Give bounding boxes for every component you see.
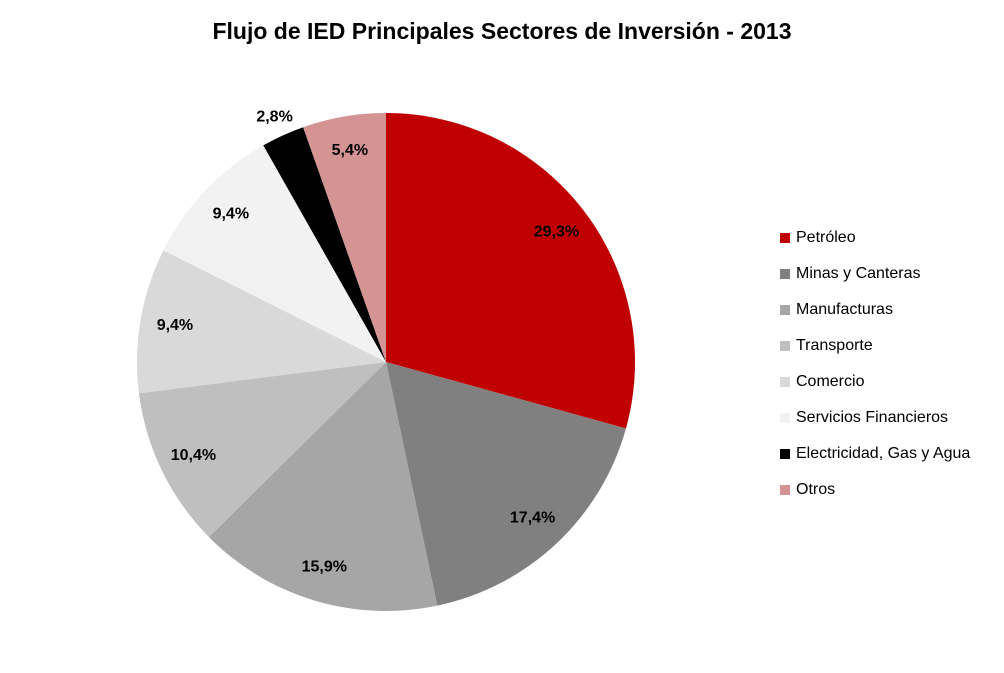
- legend-label: Servicios Financieros: [796, 409, 948, 426]
- legend-label: Transporte: [796, 337, 873, 354]
- value-label: 15,9%: [302, 558, 347, 575]
- legend-label: Otros: [796, 481, 835, 498]
- value-label: 5,4%: [332, 142, 368, 159]
- pie-slice: [386, 362, 626, 606]
- legend-swatch: [780, 233, 790, 243]
- legend-label: Petróleo: [796, 229, 856, 246]
- legend-label: Minas y Canteras: [796, 265, 921, 282]
- legend-label: Electricidad, Gas y Agua: [796, 445, 970, 462]
- legend-swatch: [780, 449, 790, 459]
- legend-swatch: [780, 377, 790, 387]
- pie-slice: [138, 362, 386, 537]
- legend-label: Comercio: [796, 373, 865, 390]
- chart-title: Flujo de IED Principales Sectores de Inv…: [212, 18, 791, 44]
- pie-slice: [137, 250, 386, 394]
- pie-slice: [208, 362, 438, 611]
- value-label: 17,4%: [510, 509, 555, 526]
- legend-swatch: [780, 413, 790, 423]
- legend-swatch: [780, 305, 790, 315]
- value-label: 10,4%: [171, 447, 216, 464]
- value-label: 29,3%: [534, 224, 579, 241]
- value-label: 9,4%: [213, 206, 249, 223]
- legend-swatch: [780, 269, 790, 279]
- pie-slice: [303, 113, 386, 362]
- legend-label: Manufacturas: [796, 301, 893, 318]
- value-label: 2,8%: [256, 108, 292, 125]
- legend-swatch: [780, 485, 790, 495]
- pie-slice: [163, 145, 386, 362]
- legend-swatch: [780, 341, 790, 351]
- pie-slice: [386, 113, 636, 429]
- value-label: 9,4%: [157, 317, 193, 334]
- pie-slice: [263, 127, 386, 362]
